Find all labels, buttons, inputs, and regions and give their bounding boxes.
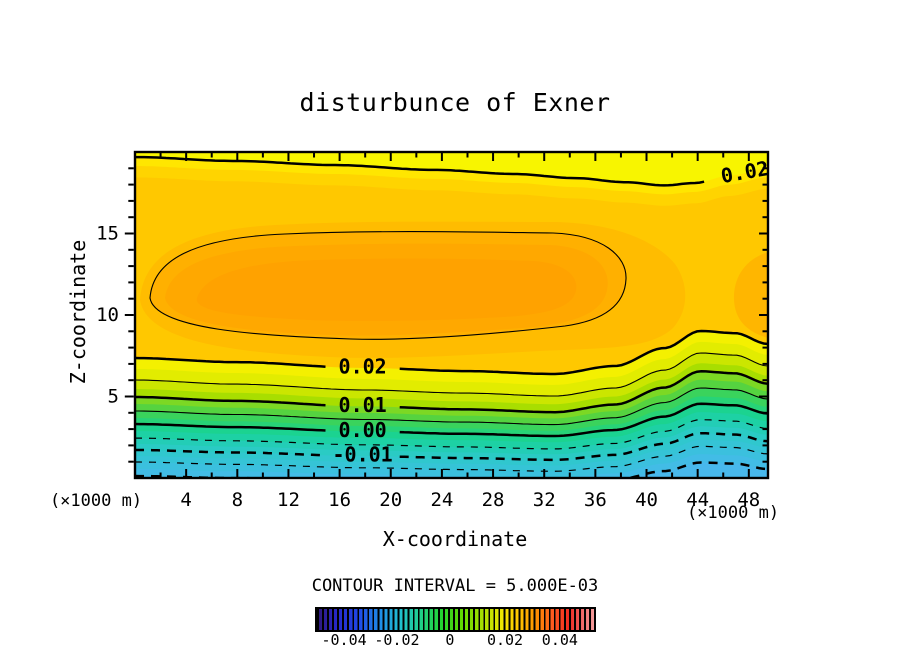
colorbar-tick-label: -0.04 (321, 631, 367, 649)
x-tick-label: 16 (328, 489, 351, 511)
contour-line (135, 395, 326, 407)
contour-label: -0.01 (332, 443, 392, 467)
x-tick-label: 8 (232, 489, 243, 511)
x-tick-label: 32 (533, 489, 556, 511)
x-tick-label: 48 (737, 489, 760, 511)
contour-line (135, 155, 705, 187)
x-axis-label: X-coordinate (382, 527, 528, 551)
colorbar (315, 607, 596, 632)
contour-label: 0.02 (339, 355, 387, 379)
contour-line (135, 352, 768, 397)
y-tick-label: 15 (96, 223, 119, 245)
fill-core-inner (196, 258, 577, 322)
upper-band (135, 152, 768, 186)
contour-label: 0.01 (339, 393, 387, 417)
contour-label: 0.00 (339, 418, 387, 442)
x-tick-label: 20 (379, 489, 402, 511)
band--0.015 (135, 446, 768, 478)
band--0.02 (135, 462, 768, 478)
colorbar-tick-label: 0.04 (541, 631, 578, 649)
contour-line (399, 370, 768, 414)
contour-line (399, 329, 768, 376)
x-tick-label: 4 (180, 489, 191, 511)
axis-ticks (124, 152, 768, 478)
x-tick-label: 24 (430, 489, 453, 511)
contour-line (135, 356, 326, 368)
fill-right-patch (733, 252, 768, 338)
contour-line (135, 387, 768, 426)
y-axis-units: (×1000 m) (49, 491, 143, 511)
colorbar-tick-label: 0.02 (486, 631, 524, 649)
x-axis-units: (×1000 m) (686, 503, 780, 523)
contour-line (399, 402, 768, 438)
y-tick-label: 5 (108, 386, 119, 408)
x-tick-label: 36 (584, 489, 607, 511)
contour-line (135, 461, 768, 478)
contour-lines (135, 155, 768, 478)
x-tick-label: 40 (635, 489, 658, 511)
colorbar-tick-label: 0 (445, 631, 455, 649)
x-tick-label: 12 (277, 489, 300, 511)
x-tick-label: 28 (482, 489, 505, 511)
contour-interval-caption: CONTOUR INTERVAL = 5.000E-03 (311, 576, 599, 596)
colorbar-tick-label: -0.02 (374, 631, 420, 649)
chart-title: disturbunce of Exner (299, 88, 611, 117)
contour-line (135, 422, 326, 432)
contour-line (399, 431, 768, 462)
x-tick-label: 44 (686, 489, 709, 511)
lower-fill-bands (135, 331, 768, 478)
y-tick-label: 10 (96, 304, 119, 326)
